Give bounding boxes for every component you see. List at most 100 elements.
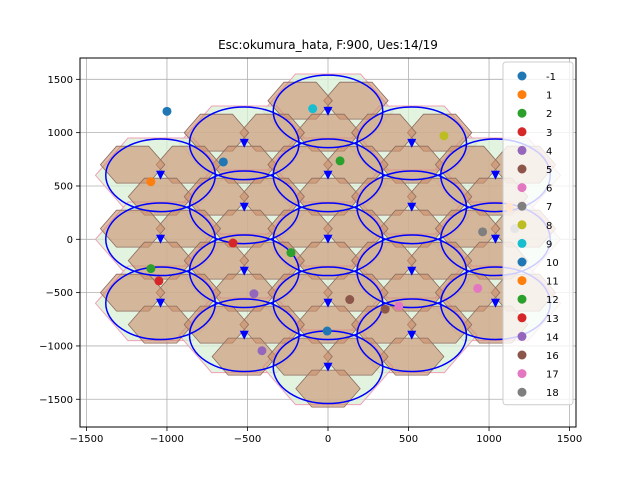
ue-point [345,295,355,305]
y-tick-label: 1000 [48,128,73,139]
ue-point [249,289,259,299]
legend-marker [517,145,527,155]
y-tick-label: 1500 [48,75,73,86]
base-station-marker [323,362,333,372]
ue-point [322,326,332,336]
ue-point [228,238,238,248]
legend-label: 14 [546,332,559,343]
base-station-marker [490,234,500,244]
x-tick-label: 1000 [476,434,501,445]
ue-point [335,156,345,166]
coverage-circle [356,298,468,373]
legend-label: 4 [546,146,552,157]
ue-point [439,131,449,141]
base-station-marker [239,330,249,340]
base-station-marker [323,170,333,180]
ue-point [162,106,172,116]
y-tick-label: 0 [67,235,73,246]
legend-label: 11 [546,277,559,288]
base-station-marker [407,138,417,148]
base-station-marker [239,266,249,276]
coverage-circle [356,106,468,181]
legend-marker [517,108,527,118]
coverage-circle [105,202,217,277]
base-station-marker [407,202,417,212]
coverage-circle [105,138,217,213]
coverage-circle [272,74,384,149]
ue-point [308,104,318,114]
x-tick-label: −500 [234,434,261,445]
ue-point [146,177,156,187]
legend-label: 9 [546,239,552,250]
legend-label: 2 [546,109,552,120]
legend-label: 8 [546,221,552,232]
user-equipment-points [146,104,520,356]
ue-point [380,304,390,314]
y-tick-label: 500 [54,181,73,192]
legend-marker [517,257,527,267]
base-station-marker [323,234,333,244]
legend-label: 16 [546,351,559,362]
base-station-marker [323,298,333,308]
legend-marker [517,164,527,174]
ue-point [218,157,228,167]
base-station-marker [156,234,166,244]
coverage-circle [188,298,300,373]
x-tick-label: 1500 [557,434,582,445]
base-station-marker [156,170,166,180]
axis-ticks: −1500 −1000 −500 0 500 1000 1500 −1500 −1000 −500… [39,75,582,445]
legend-label: 7 [546,202,552,213]
legend-marker [517,387,527,397]
x-tick-label: −1500 [70,434,104,445]
ue-point [394,301,404,311]
base-station-marker [239,138,249,148]
legend-label: 5 [546,165,552,176]
legend-marker [517,294,527,304]
ue-point [286,248,296,258]
coverage-circle [272,266,384,341]
base-stations [156,106,500,372]
legend-marker [517,313,527,323]
base-station-marker [156,298,166,308]
legend-marker [517,331,527,341]
base-station-marker [323,106,333,116]
legend-marker [517,90,527,100]
legend-label: 1 [546,91,552,102]
y-tick-label: −500 [46,288,73,299]
legend-marker [517,276,527,286]
base-station-marker [490,298,500,308]
x-tick-label: 0 [325,434,331,445]
y-tick-label: −1000 [39,341,73,352]
legend-label: 6 [546,184,552,195]
legend-label: 12 [546,295,559,306]
legend-marker [517,127,527,137]
legend-marker [517,350,527,360]
coverage-circle [272,202,384,277]
base-station-marker [239,202,249,212]
legend-marker [517,238,527,248]
y-tick-label: −1500 [39,395,73,406]
legend-label: -1 [546,72,556,83]
coverage-circle [356,234,468,309]
base-station-marker [490,170,500,180]
base-station-marker [407,330,417,340]
legend-label: 17 [546,370,559,381]
ue-point [478,227,488,237]
legend-marker [517,71,527,81]
ue-point [146,264,156,274]
chart-title: Esc:okumura_hata, F:900, Ues:14/19 [218,38,438,52]
x-tick-label: −1000 [150,434,184,445]
legend-label: 3 [546,128,552,139]
sector-hexagon [127,305,194,344]
ue-point [257,346,267,356]
ue-point [473,283,483,293]
coverage-circle [188,170,300,245]
coverage-circle [105,266,217,341]
legend-box [502,61,574,406]
legend-label: 10 [546,258,559,269]
legend-marker [517,369,527,379]
legend-label: 18 [546,388,559,399]
sector-hexagon [295,369,361,408]
